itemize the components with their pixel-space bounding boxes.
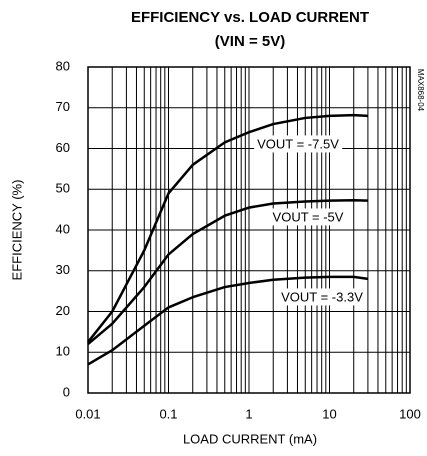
- y-tick-label: 70: [56, 99, 70, 114]
- y-tick-label: 80: [56, 58, 70, 73]
- y-tick-label: 60: [56, 140, 70, 155]
- data-line: [87, 113, 368, 343]
- y-axis-label: EFFICIENCY (%): [9, 180, 24, 281]
- series-label: VOUT = -3.3V: [281, 289, 363, 304]
- series-label-bg: [278, 288, 367, 306]
- x-tick-label: 10: [322, 406, 336, 421]
- x-tick-label: 1: [245, 406, 252, 421]
- side-note: MAX868-04: [416, 69, 425, 112]
- x-tick-label: 0.01: [75, 406, 100, 421]
- y-tick-label: 0: [63, 384, 70, 399]
- data-line: [87, 275, 369, 366]
- chart-subtitle: (VIN = 5V): [215, 33, 285, 50]
- y-tick-label: 40: [56, 221, 70, 236]
- x-tick-label: 100: [399, 406, 421, 421]
- series-label-bg: [254, 135, 343, 153]
- plot-frame: [87, 66, 411, 394]
- data-line: [87, 199, 368, 346]
- y-tick-label: 50: [56, 181, 70, 196]
- series-label: VOUT = -5V: [273, 209, 344, 224]
- series-label-bg: [269, 208, 347, 226]
- y-tick-label: 30: [56, 262, 70, 277]
- x-axis-label: LOAD CURRENT (mA): [183, 431, 317, 446]
- x-tick-label: 0.1: [159, 406, 177, 421]
- y-tick-label: 20: [56, 303, 70, 318]
- series-label: VOUT = -7.5V: [257, 136, 339, 151]
- y-tick-label: 10: [56, 344, 70, 359]
- chart-title: EFFICIENCY vs. LOAD CURRENT: [131, 9, 369, 26]
